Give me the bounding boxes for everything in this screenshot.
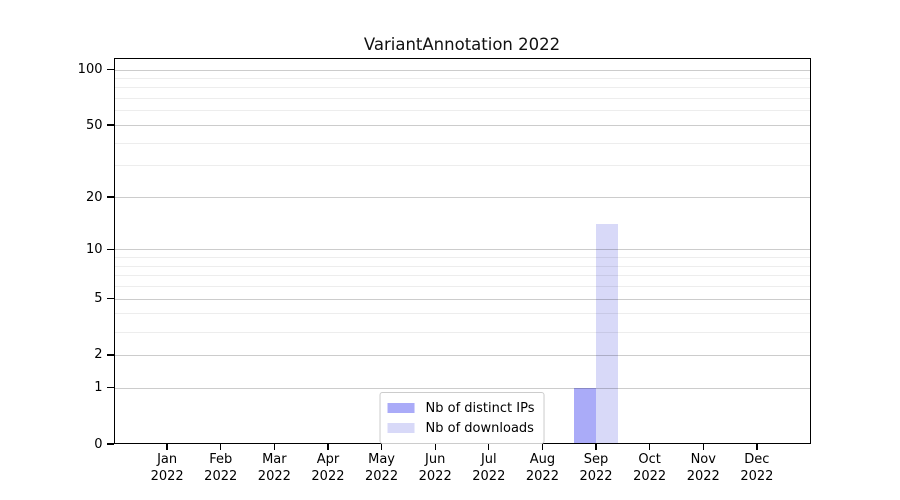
gridline-minor	[113, 110, 811, 112]
gridline-major	[113, 197, 811, 198]
gridlines-layer	[113, 58, 811, 444]
y-tick	[106, 124, 114, 126]
x-tick	[434, 444, 436, 450]
y-tick-label: 10	[85, 241, 103, 257]
x-tick-label: Jun 2022	[418, 452, 452, 484]
x-tick	[166, 444, 168, 450]
gridline-minor	[113, 142, 811, 144]
y-tick-label: 5	[94, 291, 103, 307]
x-tick-label: May 2022	[365, 452, 399, 484]
plot-area: Nb of distinct IPs Nb of downloads	[113, 58, 811, 444]
x-tick	[756, 444, 758, 450]
y-tick-label: 100	[77, 62, 103, 78]
x-tick	[488, 444, 490, 450]
x-tick-label: Sep 2022	[579, 452, 613, 484]
bars-layer	[114, 58, 811, 444]
x-tick-label: Aug 2022	[525, 452, 559, 484]
y-tick	[106, 354, 114, 356]
x-tick	[327, 444, 329, 450]
gridline-minor	[113, 275, 811, 277]
legend-label: Nb of distinct IPs	[425, 400, 535, 416]
y-tick	[106, 248, 114, 251]
gridline-major	[113, 354, 811, 356]
x-tick	[220, 444, 222, 450]
bar-nb-of-downloads	[596, 224, 619, 444]
gridline-minor	[113, 331, 811, 333]
y-tick	[106, 68, 114, 71]
gridline-minor	[113, 257, 811, 259]
x-tick-label: Jan 2022	[150, 452, 184, 484]
gridline-major	[113, 125, 811, 127]
gridline-minor	[113, 87, 811, 89]
gridline-minor	[113, 313, 811, 315]
x-tick-label: Nov 2022	[686, 452, 720, 484]
y-tick	[106, 443, 114, 445]
bar-nb-of-distinct-ips	[574, 387, 597, 444]
legend-entry: Nb of distinct IPs	[387, 398, 535, 418]
chart-title: VariantAnnotation 2022	[363, 35, 561, 54]
x-tick	[541, 444, 544, 450]
gridline-minor	[113, 165, 811, 167]
legend: Nb of distinct IPs Nb of downloads	[379, 392, 545, 444]
x-tick-label: Dec 2022	[740, 452, 774, 484]
legend-swatch-icon	[387, 423, 415, 433]
gridline-major	[113, 69, 811, 71]
x-tick-label: Oct 2022	[633, 452, 667, 484]
x-tick	[380, 444, 383, 450]
y-tick	[106, 387, 114, 389]
y-tick-label: 20	[85, 189, 103, 205]
y-tick-label: 2	[94, 347, 103, 363]
x-tick	[273, 444, 275, 450]
y-tick	[106, 297, 114, 300]
gridline-major	[113, 298, 811, 300]
gridline-minor	[113, 286, 811, 288]
x-tick-label: Apr 2022	[311, 452, 345, 484]
x-tick	[595, 444, 597, 450]
gridline-minor	[113, 265, 811, 267]
x-tick-label: Mar 2022	[257, 452, 291, 484]
gridline-minor	[113, 78, 811, 80]
gridline-major	[113, 387, 811, 389]
gridline-minor	[113, 98, 811, 100]
x-tick	[702, 444, 704, 450]
legend-label: Nb of downloads	[425, 420, 534, 436]
y-tick	[106, 196, 114, 198]
y-tick-label: 0	[94, 436, 103, 452]
y-tick-label: 1	[94, 380, 103, 396]
gridline-major	[113, 249, 811, 251]
x-tick-label: Feb 2022	[204, 452, 238, 484]
legend-swatch-icon	[387, 403, 415, 413]
y-tick-label: 50	[85, 117, 103, 133]
x-tick	[649, 444, 651, 450]
x-tick-label: Jul 2022	[472, 452, 506, 484]
legend-entry: Nb of downloads	[387, 418, 535, 438]
